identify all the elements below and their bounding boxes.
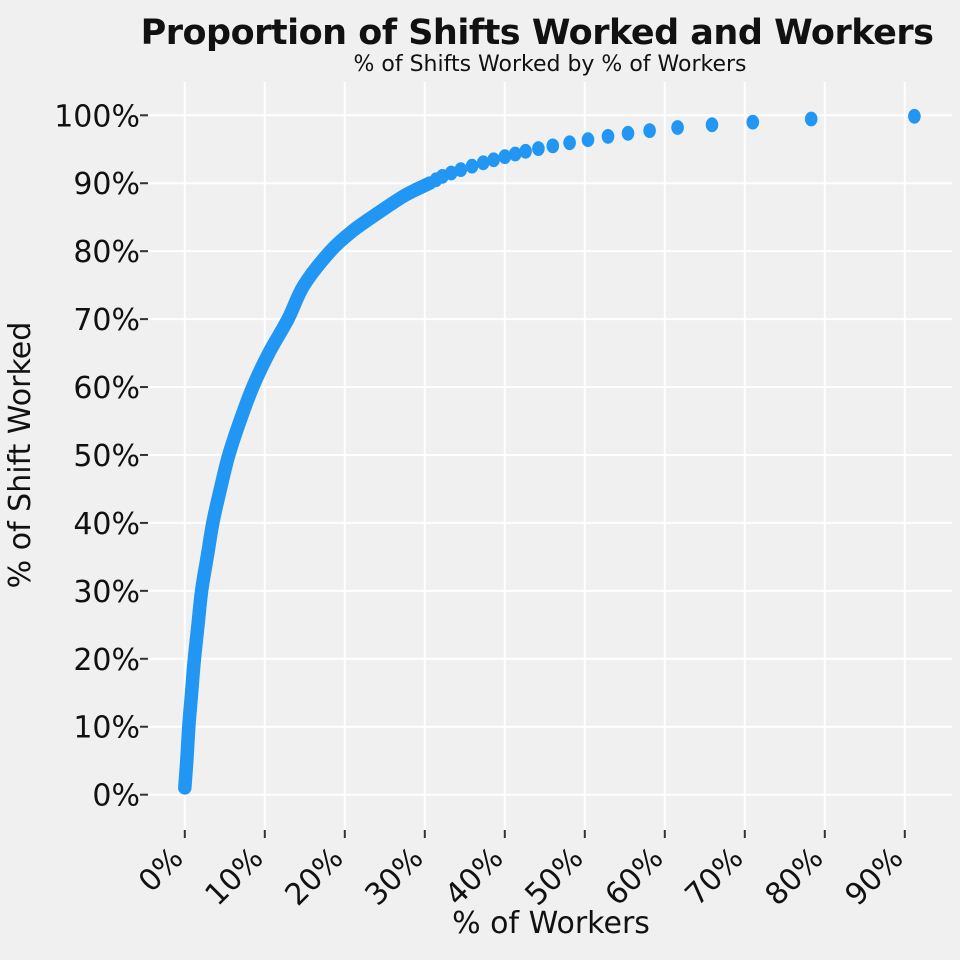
y-tick-label: 100%	[54, 99, 140, 134]
data-point	[532, 141, 545, 157]
data-series-band	[178, 176, 437, 795]
data-point	[487, 152, 500, 168]
y-tick-label: 40%	[73, 507, 140, 542]
x-tick-label: 80%	[759, 841, 831, 913]
x-tick-label: 90%	[839, 841, 911, 913]
data-point	[508, 146, 522, 162]
x-tick-label: 30%	[359, 841, 431, 913]
data-point	[705, 117, 719, 133]
x-tick-label: 40%	[439, 841, 511, 913]
y-tick-label: 0%	[92, 779, 140, 814]
y-tick-label: 70%	[73, 303, 140, 338]
y-tick-label: 90%	[73, 167, 140, 202]
data-point	[601, 129, 615, 144]
data-point	[546, 138, 560, 154]
y-tick-label: 80%	[73, 235, 140, 270]
data-point	[519, 143, 532, 159]
x-tick-label: 20%	[279, 841, 351, 913]
chart-subtitle: % of Shifts Worked by % of Workers	[353, 52, 746, 77]
data-point	[476, 155, 490, 171]
y-tick-label: 60%	[73, 371, 140, 406]
x-tick-label: 10%	[199, 841, 271, 913]
data-point	[671, 120, 684, 135]
data-point	[804, 111, 818, 127]
x-axis-label: % of Workers	[452, 906, 650, 941]
data-point	[465, 158, 479, 174]
data-point	[498, 149, 512, 165]
y-axis-label: % of Shift Worked	[3, 322, 38, 589]
y-tick-label: 20%	[73, 643, 140, 678]
data-point	[581, 132, 595, 148]
x-tick-label: 0%	[132, 841, 190, 899]
tick-marks-layer	[140, 114, 906, 838]
data-point	[563, 135, 576, 151]
y-tick-label: 30%	[73, 575, 140, 610]
data-point	[908, 108, 921, 124]
series-layer	[178, 108, 921, 795]
x-tick-label: 60%	[599, 841, 671, 913]
data-point	[746, 114, 760, 130]
chart-title: Proportion of Shifts Worked and Workers	[141, 13, 934, 53]
x-tick-label: 70%	[679, 841, 751, 913]
data-point	[643, 123, 656, 138]
y-tick-label: 10%	[73, 711, 140, 746]
y-tick-label: 50%	[73, 439, 140, 474]
data-point	[444, 165, 458, 181]
grid-layer	[148, 82, 952, 830]
data-point	[621, 125, 635, 141]
data-point	[454, 162, 468, 178]
x-tick-label: 50%	[519, 841, 591, 913]
